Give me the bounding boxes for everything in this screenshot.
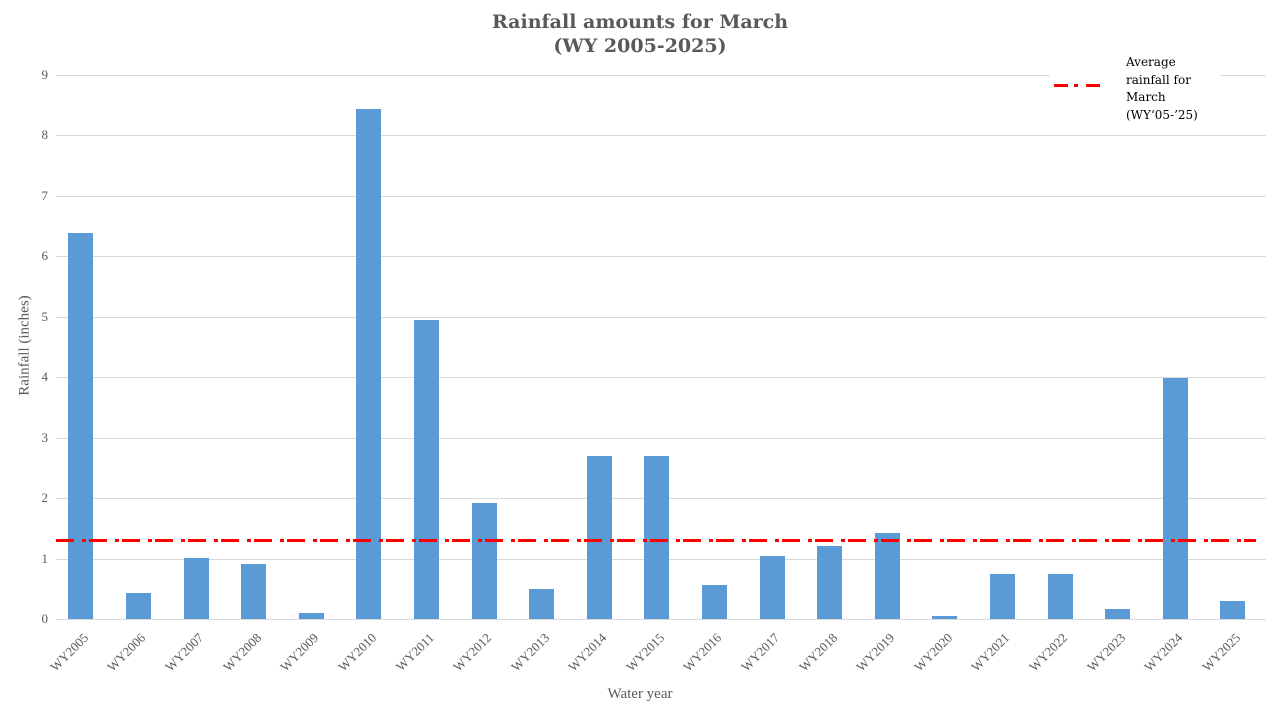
x-tick-label: WY2022 bbox=[1025, 630, 1071, 675]
gridline bbox=[56, 437, 1266, 439]
plot-area bbox=[56, 75, 1266, 620]
gridline bbox=[56, 195, 1266, 197]
bar-wy2022 bbox=[1047, 573, 1073, 619]
bar-wy2025 bbox=[1220, 600, 1246, 619]
x-tick-label: WY2007 bbox=[161, 630, 207, 675]
x-tick-label: WY2008 bbox=[219, 630, 264, 675]
x-tick-label: WY2016 bbox=[680, 630, 725, 675]
gridline bbox=[56, 316, 1266, 318]
x-tick-label: WY2010 bbox=[334, 630, 380, 675]
y-tick-label: 7 bbox=[41, 187, 49, 203]
x-tick-label: WY2019 bbox=[853, 630, 898, 675]
x-tick-label: WY2014 bbox=[565, 630, 610, 675]
bar-wy2019 bbox=[874, 532, 900, 619]
y-tick-label: 5 bbox=[41, 308, 49, 324]
bar-wy2015 bbox=[644, 456, 670, 619]
chart-title-line1: Rainfall amounts for March bbox=[491, 11, 789, 33]
bar-wy2023 bbox=[1105, 608, 1131, 619]
legend-dash-dot-line-icon bbox=[1054, 84, 1100, 87]
bar-wy2012 bbox=[471, 502, 497, 619]
gridline bbox=[56, 75, 1266, 76]
y-tick-label: 0 bbox=[41, 611, 49, 626]
average-reference-line bbox=[56, 538, 1256, 542]
x-axis-label: Water year bbox=[607, 686, 673, 702]
bar-wy2008 bbox=[241, 564, 267, 619]
y-tick-label: 6 bbox=[41, 248, 49, 264]
x-tick-label: WY2023 bbox=[1083, 630, 1128, 675]
bar-wy2024 bbox=[1162, 377, 1188, 619]
y-tick-label: 4 bbox=[41, 369, 49, 385]
x-tick-label: WY2024 bbox=[1141, 630, 1186, 675]
x-tick-label: WY2020 bbox=[910, 630, 956, 675]
x-tick-label: WY2013 bbox=[507, 630, 552, 675]
gridline bbox=[56, 619, 1266, 620]
legend-label: Average rainfall for March (WY‘05-’25) bbox=[1126, 55, 1198, 122]
x-tick-label: WY2009 bbox=[277, 630, 322, 675]
x-tick-label: WY2005 bbox=[46, 630, 92, 675]
bar-wy2016 bbox=[701, 585, 727, 619]
x-tick-label: WY2012 bbox=[449, 630, 495, 675]
x-tick-label: WY2006 bbox=[104, 630, 149, 675]
x-tick-label: WY2015 bbox=[622, 630, 668, 675]
bar-wy2005 bbox=[68, 232, 94, 619]
gridline bbox=[56, 135, 1266, 137]
bar-wy2011 bbox=[413, 319, 439, 619]
y-tick-label: 1 bbox=[41, 550, 49, 566]
bar-wy2018 bbox=[817, 546, 843, 619]
bar-wy2006 bbox=[125, 593, 151, 619]
x-tick-label: WY2011 bbox=[393, 630, 438, 674]
chart-title: Rainfall amounts for March (WY 2005-2025… bbox=[0, 10, 1280, 58]
y-tick-label: 2 bbox=[41, 490, 49, 506]
bar-wy2010 bbox=[356, 109, 382, 619]
y-tick-label: 9 bbox=[41, 67, 49, 82]
bar-wy2013 bbox=[529, 588, 555, 619]
bar-wy2017 bbox=[759, 555, 785, 619]
bar-wy2021 bbox=[989, 573, 1015, 619]
bar-wy2014 bbox=[586, 456, 612, 619]
y-tick-label: 3 bbox=[41, 429, 49, 445]
bar-wy2009 bbox=[298, 612, 324, 619]
y-tick-label: 8 bbox=[41, 127, 49, 143]
y-axis-label: Rainfall (inches) bbox=[16, 295, 33, 396]
x-tick-label: WY2025 bbox=[1198, 630, 1244, 675]
x-tick-label: WY2021 bbox=[968, 630, 1013, 675]
chart-title-line2: (WY 2005-2025) bbox=[553, 35, 727, 57]
x-tick-label: WY2018 bbox=[795, 630, 840, 675]
gridline bbox=[56, 377, 1266, 379]
legend: Average rainfall for March (WY‘05-’25) bbox=[1050, 53, 1220, 133]
gridline bbox=[56, 256, 1266, 258]
bar-wy2007 bbox=[183, 557, 209, 619]
bar-wy2020 bbox=[932, 615, 958, 619]
x-tick-label: WY2017 bbox=[737, 630, 783, 675]
